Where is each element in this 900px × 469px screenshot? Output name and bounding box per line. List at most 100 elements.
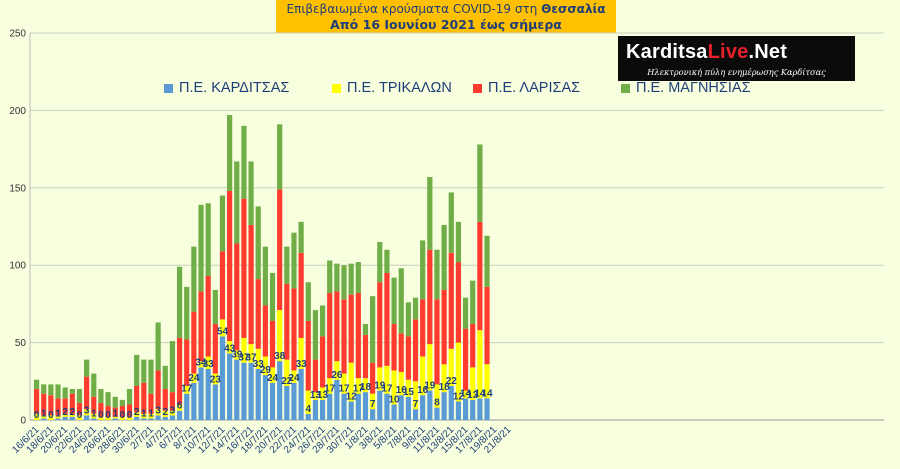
bar-segment-s0-49: [384, 393, 390, 420]
bar-segment-s1-6: [76, 415, 83, 420]
legend-item-trikala: Π.Ε. ΤΡΙΚΑΛΩΝ: [332, 80, 452, 96]
bar-segment-s0-31: [255, 368, 261, 420]
bar-segment-s0-22: [191, 382, 197, 420]
bar-segment-s0-39: [312, 399, 319, 420]
bar-segment-s2-9: [98, 402, 104, 417]
bar-segment-s1-52: [405, 379, 411, 397]
bar-segment-s2-62: [477, 221, 483, 331]
y-tick-label: 200: [9, 106, 26, 117]
bar-segment-s2-58: [448, 252, 454, 349]
bar-segment-s3-38: [305, 282, 311, 321]
bar-segment-s1-48: [377, 367, 383, 391]
bar-segment-s1-8: [91, 413, 97, 419]
bar-segment-s2-24: [205, 276, 211, 357]
data-label-51: 16: [396, 385, 408, 396]
data-label-34: 38: [274, 351, 286, 362]
bar-segment-s1-58: [448, 348, 454, 386]
bar-segment-s3-42: [334, 263, 340, 292]
bar-segment-s1-34: [277, 310, 283, 362]
logo-word-1: Karditsa: [626, 41, 708, 63]
bar-segment-s1-1: [41, 415, 47, 419]
bar-segment-s1-16: [148, 413, 154, 419]
bar-segment-s3-6: [76, 389, 83, 403]
bar-segment-s2-57: [441, 289, 447, 365]
data-label-59: 12: [453, 391, 465, 402]
bar-segment-s1-13: [126, 416, 133, 420]
bar-segment-s1-15: [141, 413, 147, 419]
bar-segment-s3-20: [176, 266, 183, 338]
data-label-52: 15: [403, 387, 415, 398]
bar-segment-s0-40: [319, 399, 326, 420]
bar-segment-s3-54: [420, 240, 426, 300]
data-label-36: 24: [288, 373, 300, 384]
bar-segment-s2-26: [219, 251, 226, 320]
bar-segment-s1-35: [284, 359, 290, 386]
bar-segment-s1-11: [112, 416, 118, 419]
bar-segment-s1-20: [176, 404, 183, 411]
bar-segment-s0-30: [248, 362, 254, 420]
bar-segment-s0-29: [241, 362, 247, 420]
bar-segment-s3-31: [255, 206, 261, 280]
bar-segment-s0-8: [91, 418, 97, 420]
data-label-16: 1: [148, 408, 154, 419]
bar-segment-s0-54: [420, 395, 426, 420]
bar-segment-s3-37: [298, 221, 304, 253]
bar-segment-s3-45: [355, 262, 361, 294]
bar-segment-s2-35: [284, 283, 290, 360]
bar-segment-s0-4: [62, 416, 68, 420]
bar-segment-s2-7: [84, 376, 90, 410]
legend-item-karditsa: Π.Ε. ΚΑΡΔΙΤΣΑΣ: [164, 80, 289, 96]
bar-segment-s0-34: [277, 361, 283, 420]
bar-segment-s1-28: [234, 350, 240, 360]
bar-segment-s3-53: [412, 297, 419, 320]
bar-segment-s2-59: [455, 262, 462, 343]
bar-segment-s1-9: [98, 416, 104, 420]
chart-title: Επιβεβαιωμένα κρούσματα COVID-19 στη Θεσ…: [276, 0, 616, 17]
bar-segment-s1-62: [477, 330, 483, 399]
bar-segment-s3-19: [169, 341, 176, 393]
bar-segment-s3-7: [84, 359, 90, 377]
bar-segment-s1-10: [105, 416, 111, 420]
bar-segment-s0-46: [362, 392, 369, 420]
karditsalive-logo: KarditsaLive.Net Ηλεκτρονική πύλη ενημέρ…: [618, 36, 855, 81]
bar-segment-s1-22: [191, 373, 197, 383]
data-label-14: 2: [134, 407, 140, 418]
data-label-30: 37: [246, 353, 258, 364]
bar-segment-s0-57: [441, 392, 447, 420]
bar-segment-s2-47: [370, 362, 376, 394]
bar-segment-s2-22: [191, 311, 197, 374]
bar-segment-s2-21: [184, 339, 190, 386]
bar-segment-s2-4: [62, 398, 68, 414]
bar-segment-s3-59: [455, 221, 462, 263]
bar-segment-s1-12: [119, 416, 125, 420]
bar-segment-s2-19: [169, 392, 176, 411]
data-label-41: 17: [324, 384, 336, 395]
bar-segment-s3-25: [212, 289, 218, 325]
bar-segment-s2-54: [420, 299, 426, 357]
data-label-55: 19: [424, 381, 436, 392]
bar-segment-s1-42: [334, 361, 340, 380]
data-label-24: 33: [203, 359, 215, 370]
bar-segment-s1-3: [55, 415, 61, 419]
bar-segment-s2-3: [55, 398, 61, 416]
data-label-48: 19: [374, 381, 386, 392]
bar-segment-s0-56: [434, 407, 440, 420]
bar-segment-s2-23: [198, 291, 204, 362]
bar-segment-s3-40: [319, 305, 326, 337]
bar-segment-s3-57: [441, 224, 447, 290]
bar-segment-s1-54: [420, 356, 426, 396]
bar-segment-s1-47: [370, 393, 376, 410]
bar-segment-s0-47: [370, 409, 376, 420]
data-label-45: 17: [353, 384, 365, 395]
bar-segment-s3-14: [134, 354, 140, 386]
bar-segment-s3-33: [269, 272, 276, 321]
legend-swatch-magnisia: [621, 83, 630, 93]
bar-segment-s3-18: [162, 365, 168, 390]
bar-segment-s0-63: [484, 398, 490, 420]
y-tick-label: 250: [9, 29, 26, 40]
chart-title-text: Επιβεβαιωμένα κρούσματα COVID-19 στη: [286, 2, 538, 16]
data-label-42: 26: [331, 370, 343, 381]
data-label-46: 18: [360, 382, 372, 393]
chart-subtitle: Από 16 Ιουνίου 2021 έως σήμερα: [330, 17, 562, 32]
bar-segment-s2-42: [334, 291, 340, 362]
